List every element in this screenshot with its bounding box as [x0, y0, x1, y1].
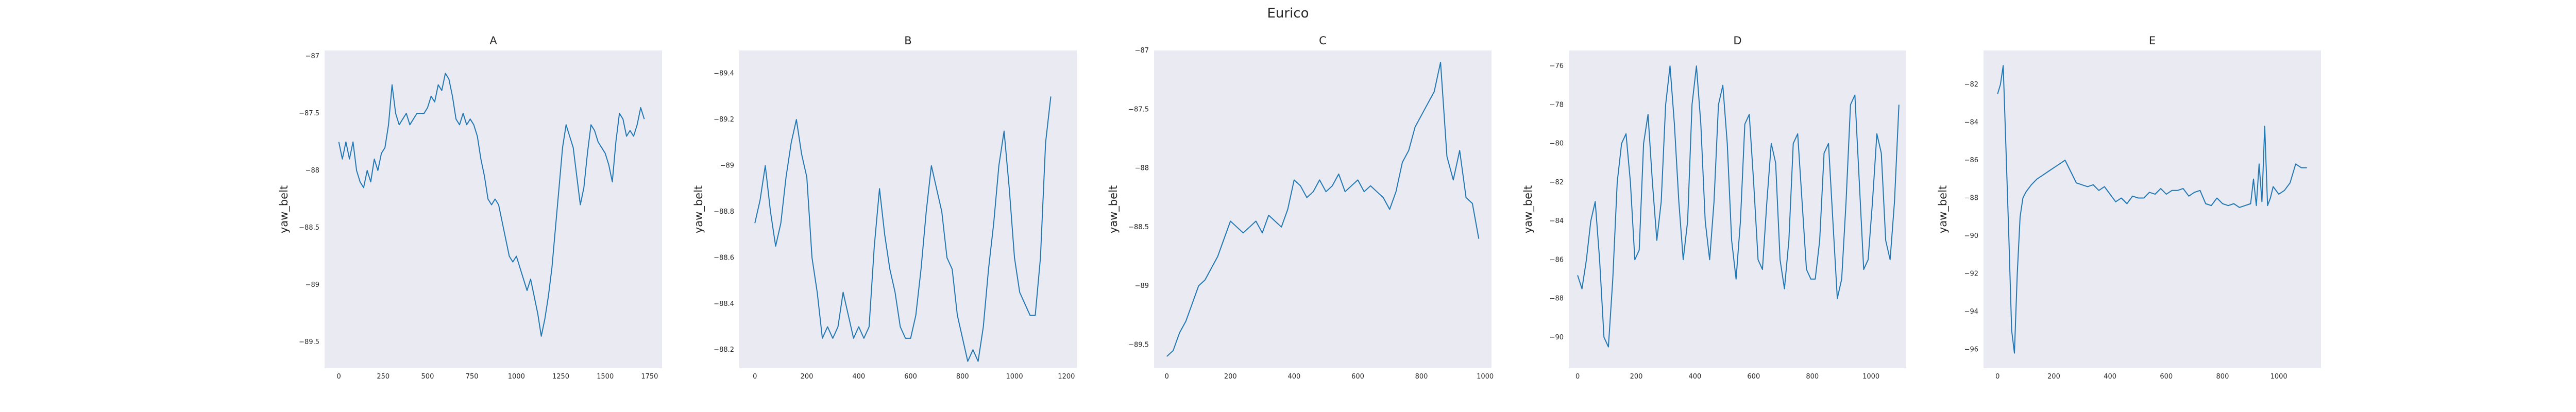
y-tick-label: −90	[1964, 232, 1978, 240]
panel-title: B	[904, 35, 911, 47]
x-tick-label: 200	[1630, 373, 1643, 381]
y-axis-label: yaw_belt	[692, 185, 705, 233]
y-tick-label: −89	[1135, 282, 1149, 290]
x-tick-label: 250	[377, 373, 389, 381]
x-tick-label: 800	[956, 373, 969, 381]
x-tick-label: 1000	[2270, 373, 2287, 381]
x-tick-label: 200	[2047, 373, 2060, 381]
y-tick-label: −76	[1550, 62, 1564, 70]
x-tick-label: 0	[336, 373, 341, 381]
y-tick-label: −88.5	[1128, 224, 1149, 231]
y-tick-label: −78	[1550, 101, 1564, 109]
panel-title: E	[2149, 35, 2156, 47]
y-tick-label: −88.4	[714, 300, 734, 308]
y-tick-label: −84	[1964, 119, 1978, 127]
x-tick-label: 750	[466, 373, 479, 381]
y-tick-label: −89	[720, 162, 734, 170]
y-tick-label: −89.4	[714, 70, 734, 78]
y-tick-label: −80	[1550, 140, 1564, 148]
y-tick-label: −90	[1550, 334, 1564, 341]
x-tick-label: 600	[1747, 373, 1760, 381]
y-tick-label: −87.5	[1128, 106, 1149, 113]
y-tick-label: −89.5	[299, 338, 319, 346]
x-tick-label: 0	[1995, 373, 1999, 381]
x-tick-label: 1000	[1006, 373, 1023, 381]
y-tick-label: −87	[1135, 47, 1149, 55]
x-tick-label: 400	[852, 373, 865, 381]
x-tick-label: 200	[801, 373, 814, 381]
x-tick-label: 1750	[641, 373, 658, 381]
y-tick-label: −94	[1964, 308, 1978, 316]
x-tick-label: 400	[2104, 373, 2116, 381]
plot-area	[325, 50, 662, 368]
x-tick-label: 0	[1165, 373, 1169, 381]
y-axis-label: yaw_belt	[1522, 185, 1535, 233]
panel-title: C	[1319, 35, 1327, 47]
x-tick-label: 600	[2160, 373, 2173, 381]
plot-area	[1984, 50, 2321, 368]
x-tick-label: 1250	[552, 373, 569, 381]
x-tick-label: 800	[1806, 373, 1819, 381]
series-line	[754, 96, 1052, 362]
x-tick-label: 600	[1351, 373, 1364, 381]
y-tick-label: −87	[306, 53, 319, 60]
y-tick-label: −88.6	[714, 254, 734, 262]
series-line	[1997, 65, 2307, 354]
y-tick-label: −88.5	[299, 224, 319, 232]
y-tick-label: −96	[1964, 346, 1978, 353]
x-tick-label: 800	[2216, 373, 2229, 381]
y-tick-label: −88	[1135, 165, 1149, 173]
panel-title: A	[489, 35, 497, 47]
plot-area	[1569, 50, 1906, 368]
y-tick-label: −88.2	[714, 346, 734, 354]
x-tick-label: 1000	[1477, 373, 1494, 381]
y-tick-label: −82	[1964, 81, 1978, 89]
x-tick-label: 800	[1415, 373, 1428, 381]
y-tick-label: −89.2	[714, 116, 734, 124]
y-tick-label: −84	[1550, 217, 1564, 225]
x-tick-label: 500	[421, 373, 434, 381]
x-tick-label: 1200	[1058, 373, 1075, 381]
series-line	[338, 73, 645, 337]
x-tick-label: 0	[1575, 373, 1580, 381]
series-line	[1577, 65, 1900, 348]
figure-title: Eurico	[1267, 6, 1309, 21]
y-axis-label: yaw_belt	[278, 185, 291, 233]
x-tick-label: 200	[1224, 373, 1237, 381]
x-tick-label: 1000	[508, 373, 525, 381]
series-line	[1166, 61, 1480, 357]
y-tick-label: −88	[306, 167, 319, 175]
y-tick-label: −87.5	[299, 110, 319, 117]
y-tick-label: −88	[1964, 194, 1978, 202]
y-tick-label: −89.5	[1128, 341, 1149, 349]
y-tick-label: −88	[1550, 295, 1564, 303]
y-axis-label: yaw_belt	[1107, 185, 1120, 233]
y-tick-label: −92	[1964, 270, 1978, 278]
panel-title: D	[1733, 35, 1741, 47]
plot-area	[1154, 50, 1492, 368]
y-tick-label: −88.8	[714, 208, 734, 216]
x-tick-label: 400	[1688, 373, 1701, 381]
x-tick-label: 600	[904, 373, 917, 381]
x-tick-label: 400	[1287, 373, 1300, 381]
y-axis-label: yaw_belt	[1937, 185, 1950, 233]
y-tick-label: −89	[306, 281, 319, 289]
y-tick-label: −86	[1964, 157, 1978, 164]
x-tick-label: 0	[753, 373, 757, 381]
y-tick-label: −82	[1550, 179, 1564, 186]
x-tick-label: 1500	[597, 373, 614, 381]
plot-area	[739, 50, 1077, 368]
x-tick-label: 1000	[1862, 373, 1879, 381]
y-tick-label: −86	[1550, 256, 1564, 264]
